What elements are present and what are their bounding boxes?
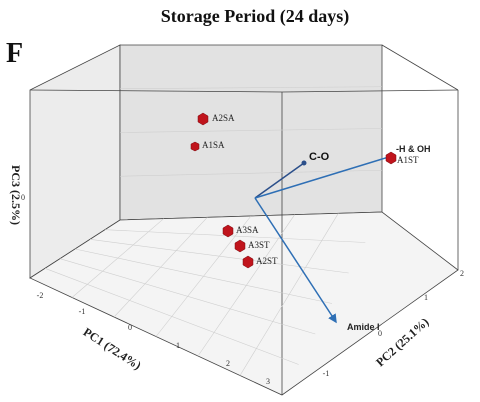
chart-title: Storage Period (24 days) <box>161 6 349 27</box>
box-edge <box>381 44 459 91</box>
point-label: A2SA <box>212 113 235 123</box>
point-a1sa <box>190 141 200 152</box>
panel-label: F <box>6 38 23 69</box>
point-label: A1ST <box>397 155 419 165</box>
point-a3st <box>234 239 246 253</box>
point-a1st <box>385 151 397 165</box>
y-ticks: -1 0 1 2 <box>323 269 464 378</box>
sample-points: A2SA A1SA A1ST A3SA A3ST A2ST <box>190 112 419 269</box>
box-edge <box>29 89 283 93</box>
y-tick-label: 2 <box>460 269 464 278</box>
x-tick-label: -2 <box>37 291 44 300</box>
x-tick-label: 3 <box>266 377 270 386</box>
x-tick-label: 2 <box>226 359 230 368</box>
vector-amide <box>254 197 337 324</box>
point-label: A3SA <box>236 225 259 235</box>
point-label: A3ST <box>248 240 270 250</box>
grid-line <box>104 229 366 243</box>
x-ticks: -2 -1 0 1 2 3 <box>37 291 270 386</box>
floor <box>29 211 459 396</box>
back-wall <box>119 44 383 221</box>
point-a2st <box>242 255 254 269</box>
y-tick-label: 1 <box>424 293 428 302</box>
vector-c-o <box>254 162 305 199</box>
point-a2sa <box>197 112 209 126</box>
y-tick-label: -1 <box>323 369 330 378</box>
z-axis-title: PC3 (2.5%) <box>9 165 23 225</box>
grid-line <box>119 128 383 133</box>
grid-line <box>119 86 383 90</box>
x-tick-label: 1 <box>176 341 180 350</box>
y-tick-label: 0 <box>378 329 382 338</box>
x-axis-title: PC1 (72.4%) <box>81 325 144 373</box>
grid-line <box>119 169 383 177</box>
vector-label: Amide I <box>347 322 380 332</box>
vector-h-oh <box>254 155 393 199</box>
plot-box <box>29 44 459 396</box>
point-label: A2ST <box>256 256 278 266</box>
vector-c-o-tip <box>301 160 307 166</box>
point-a3sa <box>222 224 234 238</box>
vector-label: -H & OH <box>396 144 431 154</box>
vector-label: C-O <box>309 151 330 163</box>
point-label: A1SA <box>202 140 225 150</box>
x-tick-label: -1 <box>79 307 86 316</box>
x-tick-label: 0 <box>128 323 132 332</box>
box-edge <box>281 89 459 93</box>
grid-lines <box>44 86 383 376</box>
z-tick-label: 0 <box>21 193 25 202</box>
